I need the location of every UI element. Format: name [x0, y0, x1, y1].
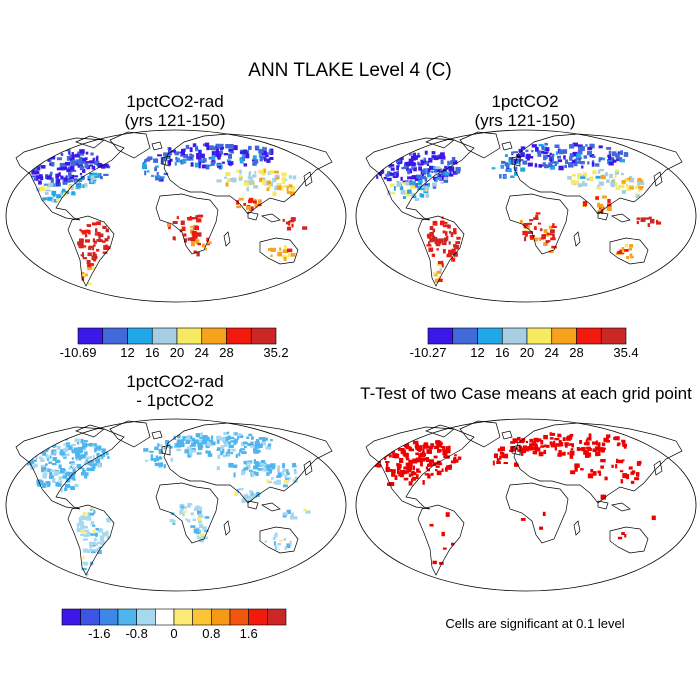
colorbar-tick-label: 12 [470, 345, 485, 360]
panel-2-colorbar [427, 327, 627, 345]
colorbar-tick-label: 24 [544, 345, 559, 360]
panel-1-title-line2: (yrs 121-150) [124, 111, 226, 130]
figure-title: ANN TLAKE Level 4 (C) [248, 60, 452, 81]
panel-2-title: 1pctCO2 (yrs 121-150) [370, 92, 680, 130]
panel-1-map [5, 129, 347, 303]
panel-4-title: T-Test of two Case means at each grid po… [352, 384, 700, 403]
colorbar-tick-label: 20 [519, 345, 535, 360]
panel-2-map [355, 129, 697, 303]
colorbar-tick-label: 28 [219, 345, 234, 360]
colorbar-tick-label: -10.27 [409, 345, 447, 360]
colorbar-tick-label: 24 [194, 345, 209, 360]
colorbar-tick-label: 0.8 [202, 626, 221, 641]
panel-1-title-line1: 1pctCO2-rad [126, 92, 224, 111]
difference-colorbar [61, 608, 287, 626]
colorbar-tick-label: 35.2 [263, 345, 289, 360]
panel-2-title-line2: (yrs 121-150) [474, 111, 576, 130]
colorbar-tick-label: -1.6 [88, 626, 111, 641]
colorbar-tick-label: -10.69 [59, 345, 97, 360]
colorbar-tick-label: 35.4 [613, 345, 639, 360]
colorbar-tick-label: 16 [495, 345, 510, 360]
panel-3-title-line2: - 1pctCO2 [136, 391, 214, 410]
panel-3-title-line1: 1pctCO2-rad [126, 372, 224, 391]
significance-note: Cells are significant at 0.1 level [445, 616, 625, 631]
colorbar-tick-label: -0.8 [125, 626, 148, 641]
panel-4-map [355, 418, 697, 592]
colorbar-tick-label: 20 [169, 345, 185, 360]
colorbar-tick-label: 12 [120, 345, 135, 360]
colorbar-tick-label: 0 [170, 626, 178, 641]
panel-2-title-line1: 1pctCO2 [491, 92, 559, 111]
colorbar-tick-label: 28 [569, 345, 584, 360]
panel-3-map [5, 418, 347, 592]
colorbar-tick-label: 16 [145, 345, 160, 360]
panel-1-title: 1pctCO2-rad (yrs 121-150) [20, 92, 330, 130]
panel-4-title-line1: T-Test of two Case means at each grid po… [360, 384, 692, 403]
panel-1-colorbar [77, 327, 277, 345]
panel-3-title: 1pctCO2-rad - 1pctCO2 [20, 372, 330, 410]
colorbar-tick-label: 1.6 [239, 626, 258, 641]
